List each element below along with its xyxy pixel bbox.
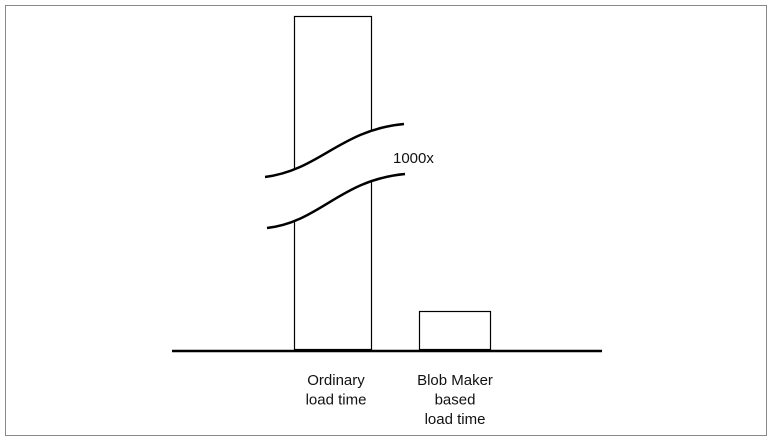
bar-label: Blob Maker: [417, 372, 493, 389]
bar-label: based: [435, 392, 476, 409]
break-line: [266, 172, 406, 230]
break-line: [264, 122, 405, 179]
short-bar: [418, 310, 492, 351]
bar-label: Ordinary: [307, 372, 365, 389]
bar-labels: Ordinary load time Blob Maker based load tim…: [306, 372, 493, 428]
bar-label: load time: [306, 392, 367, 409]
break-gap: [265, 124, 405, 228]
frame: [5, 5, 767, 436]
annotation: 1000x: [393, 150, 434, 167]
bar-label: load time: [425, 411, 486, 428]
